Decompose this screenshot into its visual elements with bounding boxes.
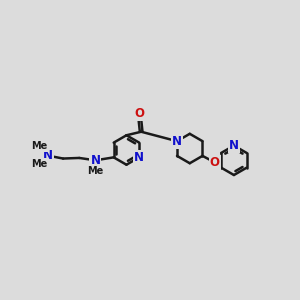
Text: N: N (229, 139, 239, 152)
Text: Me: Me (31, 159, 47, 169)
Text: Me: Me (32, 141, 48, 151)
Text: N: N (172, 135, 182, 148)
Text: Me: Me (87, 167, 103, 176)
Text: O: O (210, 156, 220, 169)
Text: N: N (90, 154, 100, 167)
Text: N: N (43, 149, 53, 162)
Text: O: O (135, 107, 145, 120)
Text: N: N (134, 151, 144, 164)
